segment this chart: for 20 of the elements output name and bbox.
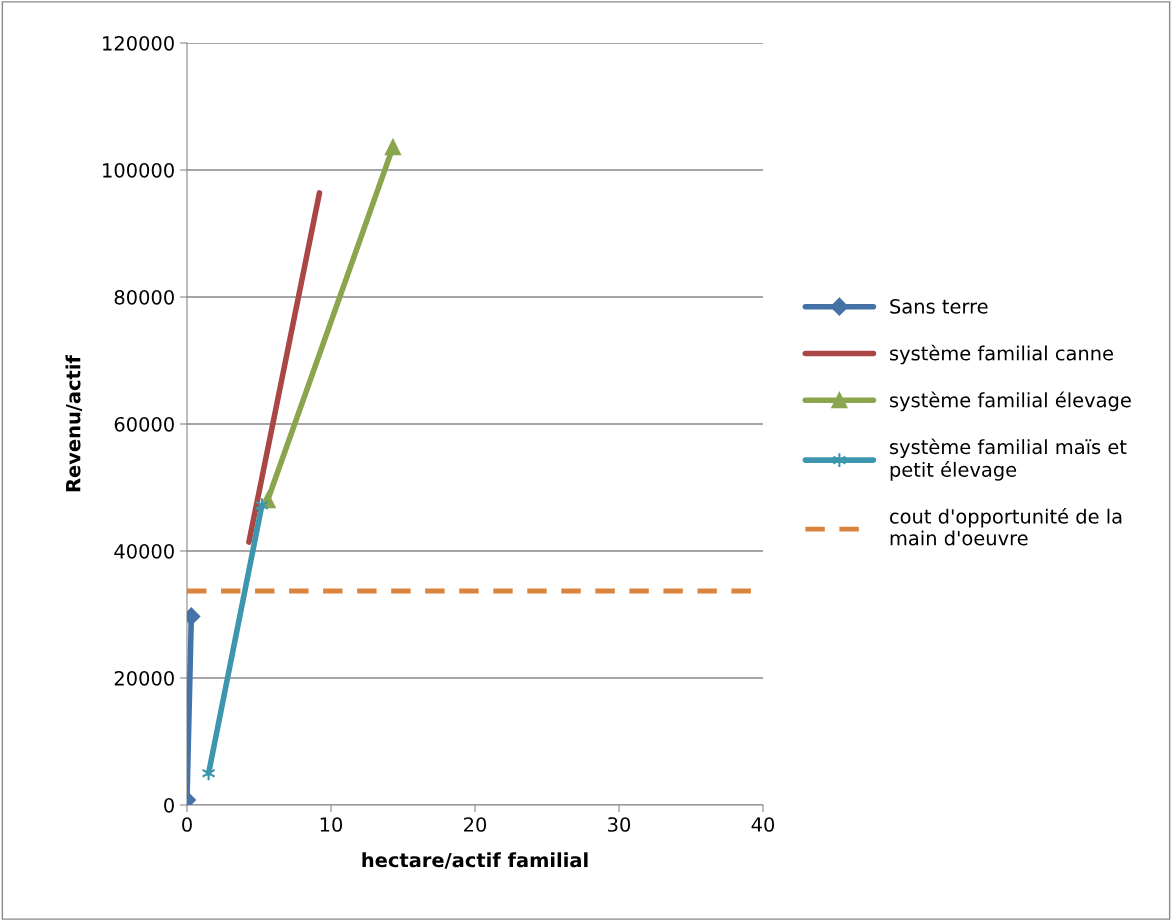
x-tick-label: 0 xyxy=(182,817,192,832)
x-tick-label: 40 xyxy=(751,817,775,832)
y-axis-title: Revenu/actif xyxy=(65,354,83,492)
x-tick-label: 10 xyxy=(320,817,343,832)
x-tick-label: 30 xyxy=(608,817,631,832)
y-tick-label: 20000 xyxy=(114,670,174,686)
legend-label: Sans terre xyxy=(890,299,988,314)
y-tick-label: 80000 xyxy=(114,289,174,305)
legend-label: système familial canne xyxy=(890,344,1113,365)
legend-label: cout d'opportunité de la main d'oeuvre xyxy=(890,507,1122,546)
x-axis-title: hectare/actif familial xyxy=(362,852,588,869)
legend-label: système familial maïs et petit élevage xyxy=(890,438,1127,481)
y-tick-label: 40000 xyxy=(114,543,174,559)
legend-label: système familial élevage xyxy=(890,391,1131,412)
x-tick-label: 20 xyxy=(464,817,487,832)
y-tick-label: 60000 xyxy=(114,416,174,432)
y-tick-label: 100000 xyxy=(103,162,174,178)
y-tick-label: 0 xyxy=(164,797,174,813)
point xyxy=(384,139,401,156)
y-tick-label: 120000 xyxy=(103,35,174,51)
